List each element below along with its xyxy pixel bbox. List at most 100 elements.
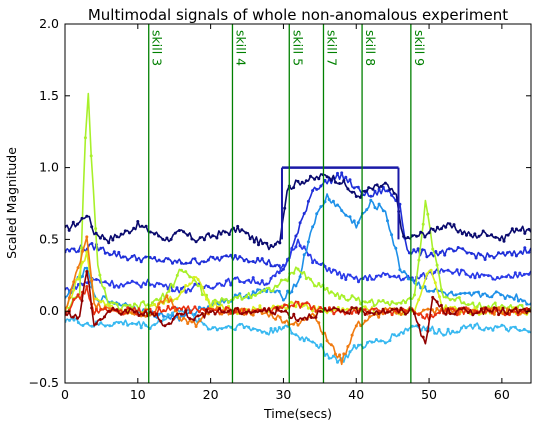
data-point — [318, 309, 322, 313]
data-point — [527, 330, 531, 334]
data-point — [348, 273, 352, 277]
data-point — [67, 296, 71, 300]
data-point — [94, 297, 98, 301]
data-point — [144, 323, 148, 327]
data-point — [399, 306, 403, 310]
data-point — [90, 242, 94, 245]
data-point — [244, 231, 248, 235]
data-point — [229, 325, 233, 329]
data-point — [251, 260, 255, 263]
skill-marker-label: skill 5 — [290, 30, 305, 66]
data-point — [277, 326, 281, 329]
data-point — [419, 274, 423, 278]
data-point — [253, 309, 257, 313]
data-point — [336, 308, 340, 312]
data-point — [128, 307, 132, 311]
data-point — [433, 331, 437, 335]
data-point — [175, 308, 179, 311]
data-point — [390, 307, 394, 311]
data-point — [150, 312, 154, 316]
data-point — [460, 232, 464, 236]
data-point — [94, 227, 98, 231]
data-point — [374, 274, 378, 278]
data-point — [479, 253, 483, 257]
data-point — [188, 282, 192, 286]
data-point — [128, 231, 131, 235]
data-point — [348, 178, 352, 182]
data-point — [438, 295, 441, 299]
data-point — [342, 352, 346, 356]
data-point — [523, 246, 527, 250]
data-point — [292, 271, 296, 275]
data-point — [90, 279, 94, 283]
data-point — [279, 278, 283, 282]
data-point — [381, 209, 385, 213]
data-point — [290, 290, 294, 294]
data-point — [372, 304, 376, 308]
data-point — [117, 321, 121, 325]
data-point — [506, 251, 509, 255]
data-point — [98, 318, 102, 321]
data-point — [85, 321, 89, 325]
data-point — [137, 314, 141, 317]
chart-title: Multimodal signals of whole non-anomalou… — [88, 6, 508, 24]
data-point — [352, 344, 356, 348]
data-point — [108, 307, 112, 311]
data-point — [177, 316, 181, 320]
data-point — [388, 275, 392, 279]
data-point — [196, 284, 200, 288]
data-point — [421, 222, 425, 226]
data-point — [182, 316, 186, 320]
data-point — [447, 247, 451, 251]
data-point — [390, 313, 394, 317]
data-point — [314, 315, 318, 319]
data-point — [300, 271, 304, 275]
data-point — [304, 277, 308, 281]
data-point — [523, 307, 526, 311]
data-point — [71, 220, 75, 224]
data-point — [386, 301, 390, 304]
data-point — [369, 198, 373, 202]
data-point — [354, 324, 358, 328]
data-point — [433, 270, 437, 274]
data-point — [215, 236, 219, 240]
data-point — [224, 279, 228, 283]
data-point — [388, 339, 392, 343]
data-point — [473, 276, 477, 280]
data-point — [211, 286, 215, 290]
data-point — [115, 235, 119, 239]
data-point — [381, 299, 385, 302]
data-point — [119, 312, 123, 316]
series-line — [65, 92, 531, 312]
data-point — [161, 300, 165, 304]
data-point — [427, 289, 431, 293]
data-point — [443, 253, 447, 257]
data-point — [281, 263, 285, 267]
data-point — [72, 318, 76, 322]
data-point — [388, 188, 392, 191]
data-point — [421, 285, 425, 289]
data-point — [513, 271, 517, 275]
data-point — [444, 295, 448, 299]
data-point — [108, 283, 112, 287]
data-point — [273, 327, 277, 331]
data-point — [435, 307, 439, 310]
data-point — [300, 180, 304, 184]
data-point — [509, 326, 513, 330]
data-point — [218, 307, 222, 310]
data-point — [200, 312, 204, 315]
data-point — [465, 233, 468, 237]
data-point — [466, 303, 470, 307]
data-point — [251, 313, 255, 317]
data-point — [331, 268, 335, 272]
data-point — [350, 190, 354, 194]
data-point — [323, 178, 327, 182]
data-point — [448, 298, 452, 302]
data-point — [236, 296, 239, 300]
data-point — [123, 229, 127, 233]
data-point — [94, 231, 98, 235]
data-point — [309, 174, 312, 178]
data-point — [240, 228, 244, 232]
data-point — [72, 288, 76, 292]
data-point — [516, 313, 520, 317]
